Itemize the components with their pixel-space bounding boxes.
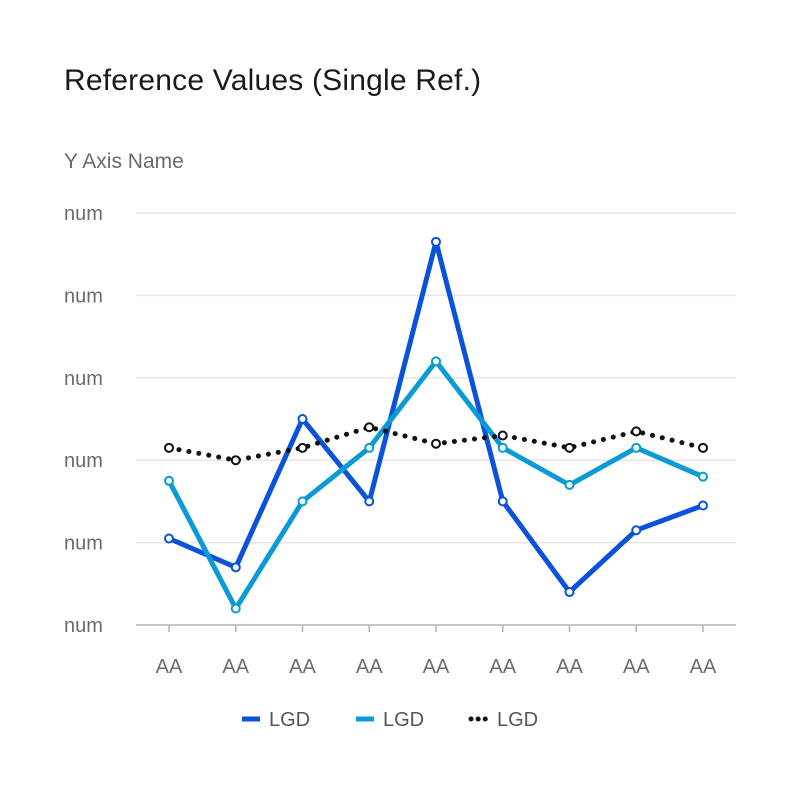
- y-tick-label: num: [64, 368, 103, 390]
- x-tick-label: AA: [423, 656, 450, 678]
- data-point[interactable]: [364, 422, 375, 433]
- data-point[interactable]: [230, 455, 241, 466]
- y-tick-labels: num num num num num num: [64, 203, 103, 637]
- data-point[interactable]: [564, 442, 575, 453]
- legend: LGD LGD LGD: [242, 709, 538, 731]
- x-tick-label: AA: [556, 656, 583, 678]
- series-2: [164, 356, 708, 614]
- data-point[interactable]: [297, 414, 308, 424]
- series-line: [166, 239, 706, 595]
- data-point[interactable]: [631, 442, 642, 453]
- x-tick-label: AA: [690, 656, 717, 678]
- data-point[interactable]: [431, 438, 441, 449]
- series-line: [166, 358, 706, 611]
- grid-lines: [136, 212, 736, 544]
- legend-label: LGD: [383, 709, 424, 731]
- data-point[interactable]: [631, 426, 642, 437]
- data-point[interactable]: [164, 442, 174, 453]
- data-point[interactable]: [631, 525, 642, 536]
- data-point[interactable]: [698, 500, 708, 511]
- legend-item-3[interactable]: LGD: [468, 709, 538, 731]
- legend-item-1[interactable]: LGD: [242, 709, 310, 731]
- data-point[interactable]: [698, 442, 708, 453]
- data-point[interactable]: [364, 442, 375, 453]
- y-tick-label: num: [64, 203, 103, 225]
- data-point[interactable]: [164, 475, 174, 486]
- y-tick-label: num: [64, 285, 103, 307]
- series-lines: [164, 236, 708, 614]
- series-3: [164, 422, 708, 466]
- y-tick-label: num: [64, 533, 103, 555]
- chart-title: Reference Values (Single Ref.): [64, 64, 482, 97]
- data-point[interactable]: [364, 496, 375, 507]
- data-point[interactable]: [431, 356, 441, 367]
- data-point[interactable]: [564, 587, 575, 598]
- data-point[interactable]: [564, 479, 575, 490]
- legend-label: LGD: [269, 709, 310, 731]
- legend-label: LGD: [497, 709, 538, 731]
- data-point[interactable]: [164, 533, 174, 544]
- y-axis-name: Y Axis Name: [64, 150, 184, 173]
- legend-item-2[interactable]: LGD: [356, 709, 424, 731]
- x-tick-label: AA: [289, 656, 316, 678]
- data-point[interactable]: [230, 603, 241, 614]
- x-tick-label: AA: [489, 656, 516, 678]
- series-1: [164, 236, 708, 598]
- data-point[interactable]: [497, 496, 508, 507]
- y-tick-label: num: [64, 450, 103, 472]
- x-tick-label: AA: [356, 656, 383, 678]
- data-point[interactable]: [230, 562, 241, 573]
- x-tick-label: AA: [156, 656, 183, 678]
- y-tick-label: num: [64, 615, 103, 637]
- data-point[interactable]: [431, 236, 441, 247]
- data-point[interactable]: [698, 471, 708, 482]
- x-tick-label: AA: [623, 656, 650, 678]
- data-point[interactable]: [497, 430, 508, 441]
- data-point[interactable]: [297, 442, 308, 453]
- data-point[interactable]: [297, 496, 308, 507]
- x-axis: AA AA AA AA AA AA AA AA AA: [136, 624, 736, 678]
- data-point[interactable]: [497, 442, 508, 453]
- x-tick-label: AA: [222, 656, 249, 678]
